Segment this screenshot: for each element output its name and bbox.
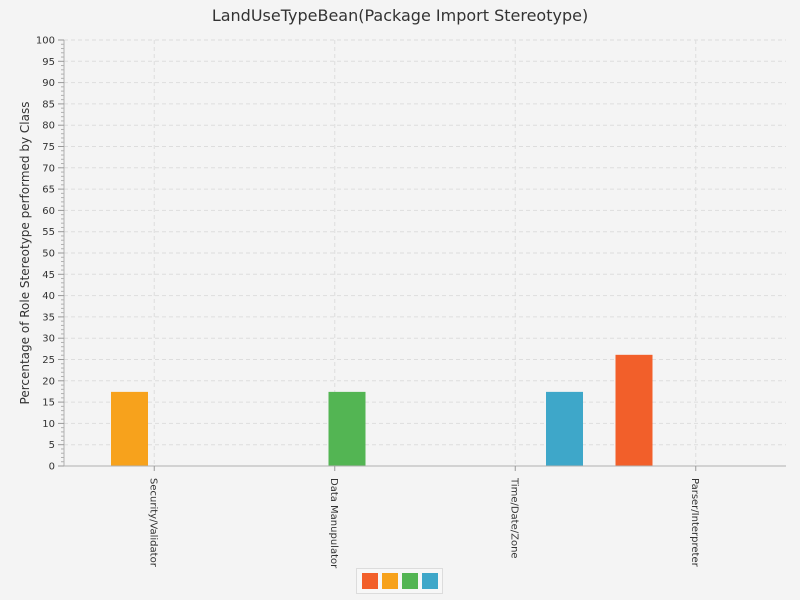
y-tick-label: 60 — [42, 206, 55, 217]
chart-title: LandUseTypeBean(Package Import Stereotyp… — [211, 6, 589, 25]
x-category-label: Security/Validator — [147, 478, 158, 568]
bar — [111, 391, 148, 466]
y-tick-label: 95 — [42, 57, 55, 68]
y-tick-label: 65 — [42, 185, 55, 196]
y-tick-label: 30 — [42, 334, 55, 345]
y-tick-label: 10 — [42, 419, 55, 430]
x-category-label: Time/Date/Zone — [508, 477, 519, 559]
x-axis-categories: Security/Validator Data Manupulator Time/D… — [147, 466, 700, 569]
legend — [356, 568, 443, 594]
legend-swatch — [361, 573, 378, 589]
x-category-label: Parser/Interpreter — [689, 478, 700, 568]
y-tick-label: 90 — [42, 78, 55, 89]
y-tick-label: 5 — [49, 440, 55, 451]
y-axis-ticks: 0 5 10 15 20 25 30 35 40 45 50 55 60 65 70 75 80 85 90 95 10… — [36, 36, 64, 473]
legend-swatch — [381, 573, 398, 589]
y-tick-label: 85 — [42, 99, 55, 110]
bar — [546, 391, 583, 466]
y-tick-label: 100 — [36, 36, 55, 47]
legend-swatch — [421, 573, 438, 589]
grid-lines — [64, 39, 786, 466]
bars — [111, 354, 653, 466]
y-tick-label: 75 — [42, 142, 55, 153]
bar — [615, 354, 653, 466]
legend-swatch — [401, 573, 418, 589]
x-category-label: Data Manupulator — [328, 478, 339, 569]
y-tick-label: 35 — [42, 312, 55, 323]
y-tick-label: 55 — [42, 227, 55, 238]
bar — [328, 391, 366, 466]
y-tick-label: 15 — [42, 398, 55, 409]
y-tick-label: 50 — [42, 249, 55, 260]
y-tick-label: 70 — [42, 163, 55, 174]
y-tick-label: 40 — [42, 291, 55, 302]
y-tick-label: 45 — [42, 270, 55, 281]
y-tick-label: 20 — [42, 376, 55, 387]
y-axis-title: Percentage of Role Stereotype performed … — [18, 102, 32, 405]
y-tick-label: 80 — [42, 121, 55, 132]
y-tick-label: 25 — [42, 355, 55, 366]
y-tick-label: 0 — [49, 462, 55, 473]
